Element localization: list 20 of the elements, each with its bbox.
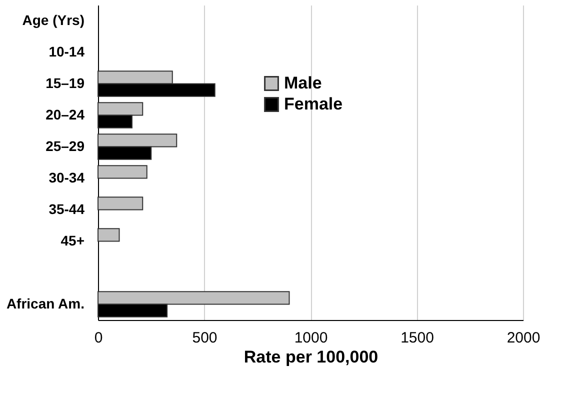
y-tick-label: 15–19 (46, 74, 85, 91)
x-tick-label: 2000 (506, 330, 540, 346)
y-tick-label: 25–29 (46, 138, 85, 154)
bar (98, 165, 148, 179)
x-tick-label: 500 (192, 330, 218, 346)
y-tick-label: 20–24 (46, 106, 85, 122)
y-tick-label: 30-34 (48, 169, 85, 186)
y-tick-label: 35-44 (48, 200, 85, 217)
x-axis-title: Rate per 100,000 (244, 348, 378, 366)
x-tick-label: 0 (94, 330, 103, 346)
y-tick-label: African Am. (6, 295, 84, 312)
y-tick-label: 10-14 (48, 43, 85, 60)
y-tick-label: Age (Yrs) (22, 12, 84, 28)
x-tick-label: 1000 (294, 330, 328, 346)
y-tick-label: 45+ (60, 232, 84, 248)
bar (98, 228, 120, 242)
bar (98, 196, 144, 210)
legend-label: Male (284, 74, 322, 92)
x-tick-label: 1500 (400, 330, 434, 346)
legend-label: Female (284, 94, 343, 114)
